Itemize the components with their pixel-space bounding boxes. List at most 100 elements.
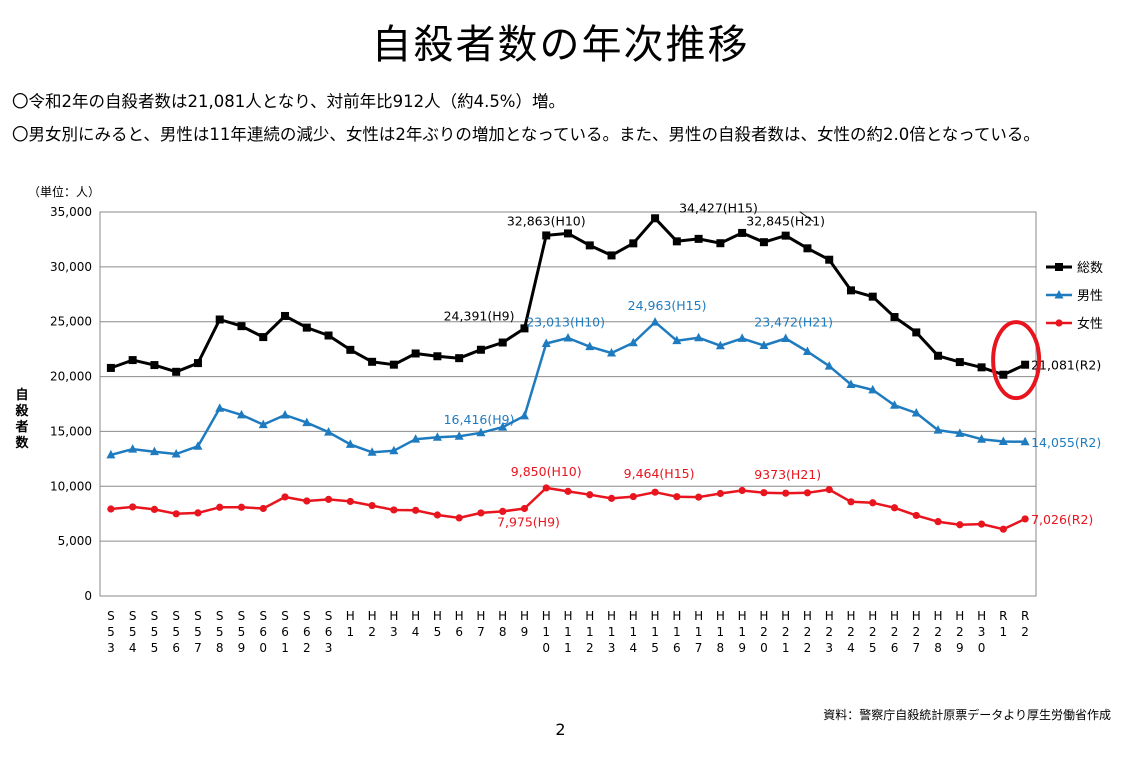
- series-line-total: [110, 216, 1026, 377]
- data-point-female: [651, 488, 659, 496]
- data-point-male: [541, 338, 551, 348]
- data-point-male: [824, 361, 834, 370]
- data-label: 21,081(R2): [1031, 358, 1101, 373]
- data-point-female: [977, 520, 986, 528]
- data-label: 34,427(H15): [679, 200, 758, 215]
- data-point-male: [432, 432, 442, 441]
- data-point-female: [237, 503, 246, 511]
- data-label: 24,391(H9): [444, 308, 515, 323]
- data-point-total: [564, 229, 572, 238]
- data-point-total: [651, 214, 660, 223]
- data-label: 14,055(R2): [1031, 435, 1101, 450]
- data-point-male: [367, 447, 377, 456]
- data-point-total: [738, 228, 747, 237]
- data-point-female: [956, 521, 964, 529]
- data-point-male: [302, 417, 312, 427]
- data-point-male: [933, 425, 943, 434]
- data-point-female: [324, 495, 333, 503]
- data-point-total: [912, 328, 921, 337]
- data-point-male: [324, 427, 334, 436]
- data-point-female: [216, 503, 224, 511]
- data-point-total: [585, 241, 594, 250]
- data-label: 9373(H21): [754, 467, 821, 482]
- data-label: 9,464(H15): [624, 466, 695, 481]
- data-point-total: [324, 331, 333, 340]
- data-point-female: [433, 511, 441, 519]
- data-point-female: [629, 492, 637, 501]
- data-point-female: [912, 511, 920, 520]
- data-point-total: [955, 358, 964, 367]
- data-label: 16,416(H9): [444, 412, 515, 427]
- data-point-total: [977, 363, 986, 372]
- data-point-female: [999, 525, 1007, 533]
- data-point-total: [498, 338, 507, 347]
- data-point-female: [1021, 515, 1029, 523]
- data-point-male: [890, 400, 900, 409]
- data-point-male: [998, 436, 1008, 446]
- data-label: 7,975(H9): [497, 515, 560, 530]
- data-point-total: [934, 351, 943, 360]
- data-point-female: [259, 504, 267, 513]
- chart-data-labels: 24,391(H9) 32,863(H10) 34,427(H15)32,845(H…: [444, 200, 1102, 529]
- data-label: 32,845(H21): [746, 214, 825, 229]
- data-point-male: [280, 410, 290, 419]
- data-label: 7,026(R2): [1031, 512, 1093, 527]
- data-label: 23,472(H21): [754, 314, 833, 329]
- data-point-male: [1020, 436, 1030, 446]
- data-point-total: [1021, 360, 1030, 369]
- legend-label-total: 総数: [1077, 261, 1103, 276]
- y-tick-label: 30,000: [50, 260, 92, 274]
- data-point-male: [215, 403, 225, 412]
- data-point-female: [542, 484, 550, 492]
- data-point-female: [803, 489, 812, 497]
- data-point-male: [650, 317, 660, 326]
- data-point-male: [737, 333, 747, 342]
- data-point-total: [542, 231, 551, 240]
- data-point-female: [564, 487, 572, 495]
- data-point-total: [629, 239, 638, 248]
- data-point-total: [281, 311, 290, 320]
- y-axis-label: 自殺者数: [14, 387, 29, 451]
- data-point-total: [607, 251, 616, 260]
- unit-label: （単位：人）: [28, 184, 100, 199]
- data-point-male: [236, 409, 246, 419]
- y-tick-label: 25,000: [50, 315, 92, 329]
- y-tick-label: 10,000: [50, 479, 92, 493]
- data-point-total: [237, 322, 246, 331]
- data-point-total: [694, 234, 703, 243]
- data-point-total: [825, 255, 834, 264]
- data-point-female: [368, 501, 376, 510]
- data-point-female: [172, 510, 180, 518]
- data-label: 9,850(H10): [511, 464, 582, 479]
- data-point-total: [716, 239, 725, 248]
- data-point-total: [890, 313, 899, 322]
- plot-frame: [99, 211, 1037, 597]
- data-point-male: [802, 346, 812, 356]
- data-point-female: [760, 489, 768, 497]
- data-point-total: [106, 363, 115, 372]
- data-point-female: [129, 503, 137, 511]
- data-point-total: [455, 354, 464, 363]
- data-point-total: [346, 345, 355, 354]
- legend-marker-total: [1055, 263, 1063, 271]
- data-point-total: [433, 352, 442, 361]
